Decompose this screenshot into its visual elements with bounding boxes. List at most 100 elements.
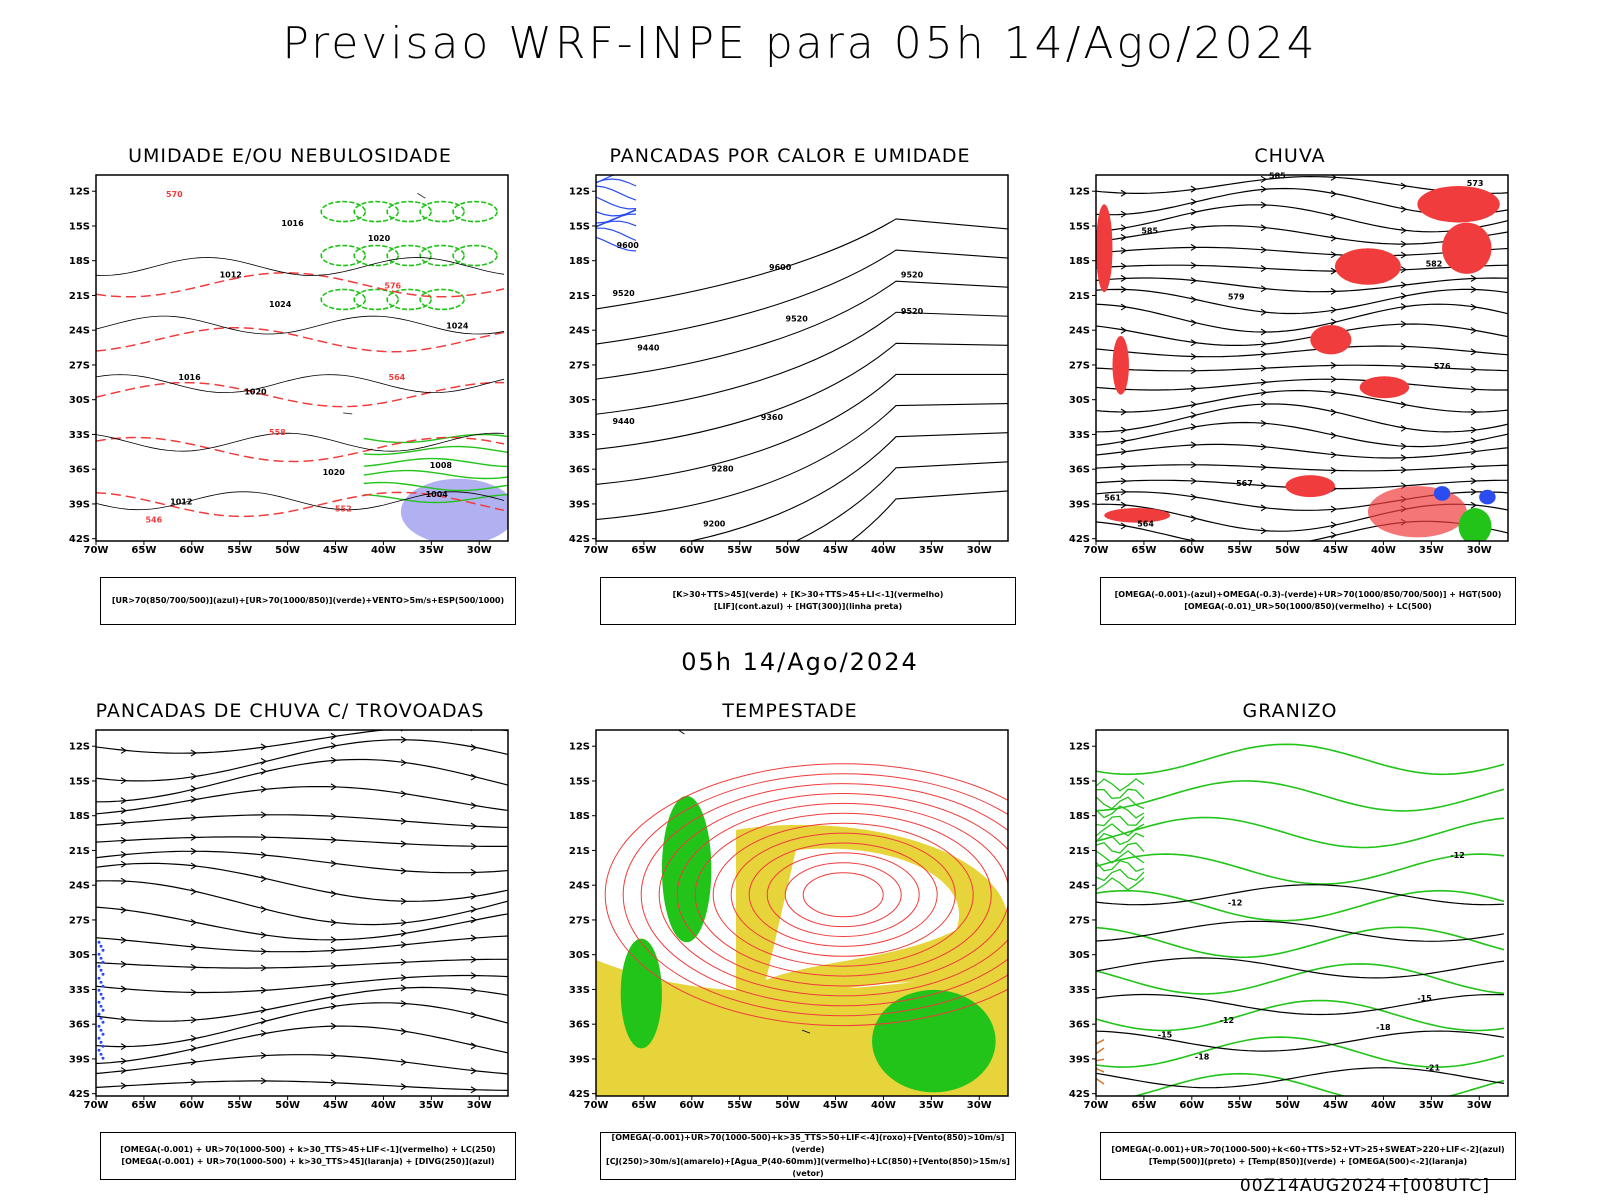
border-line [1329, 175, 1331, 176]
arrowhead [120, 1043, 128, 1051]
thickness-contour-red [96, 272, 505, 298]
pressure-isobar [96, 491, 505, 511]
arrowhead [1400, 454, 1408, 462]
arrowhead [1120, 463, 1128, 470]
lon-tick-label: 65W [131, 1100, 156, 1111]
lat-tick-label: 27S [569, 915, 590, 926]
temp850-contour-green [1096, 805, 1145, 819]
lat-tick-label: 39S [1069, 1054, 1090, 1065]
arrowhead [1330, 432, 1338, 439]
arrowhead [1330, 375, 1338, 383]
arrowhead [1470, 286, 1478, 294]
legend-line: [CJ(250)>30m/s](amarelo)+[Agua_P(40-60mm… [606, 1157, 1010, 1178]
arrowhead [190, 833, 198, 841]
thickness-contour-red [96, 326, 505, 353]
arrowhead [400, 1000, 408, 1008]
legend-box: [OMEGA(-0.001)-(azul)+OMEGA(-0.3)-(verde… [1100, 577, 1516, 625]
streamline [96, 1025, 508, 1065]
contour-label: 1012 [170, 497, 192, 506]
divg-area-blue [97, 952, 101, 956]
arrowhead [190, 1034, 198, 1042]
divg-area-blue [97, 976, 101, 980]
arrowhead [1260, 185, 1268, 193]
omega-area-green [1458, 508, 1492, 541]
contour-label: 9600 [769, 263, 792, 272]
arrowhead [1190, 411, 1198, 419]
lon-tick-label: 45W [1323, 545, 1348, 556]
streamline [96, 836, 508, 847]
arrowhead [1120, 189, 1128, 197]
arrowhead [260, 743, 268, 751]
lon-tick-label: 65W [131, 545, 156, 556]
humidity-contour-green [353, 200, 399, 223]
streamline [96, 862, 508, 902]
border-line [682, 175, 684, 176]
arrowhead [330, 860, 338, 868]
streamline [1096, 288, 1508, 315]
wind850-area-green [872, 989, 996, 1093]
legend-line: [OMEGA(-0.001) + UR>70(1000-500) + k>30_… [120, 1145, 496, 1154]
coastline [430, 730, 432, 731]
lat-tick-label: 15S [1069, 221, 1090, 232]
arrowhead [1400, 182, 1408, 190]
temp850-contour-green [1096, 788, 1145, 800]
pressure-isobar [96, 432, 505, 452]
arrowhead [120, 819, 128, 827]
contour-label: 1024 [269, 300, 292, 309]
lat-tick-label: 39S [69, 1054, 90, 1065]
arrowhead [470, 773, 478, 781]
arrowhead [1330, 505, 1338, 513]
lat-tick-label: 30S [69, 950, 90, 961]
omega500-contour-orange [1096, 1077, 1105, 1085]
lon-tick-label: 45W [323, 545, 348, 556]
border-line [182, 730, 184, 731]
humidity-contour-green [363, 445, 508, 456]
rain-core-red [1367, 486, 1467, 538]
arrowhead [1190, 198, 1198, 206]
streamline [96, 786, 508, 815]
streamline-red [658, 793, 1008, 997]
contour-label: 9280 [711, 464, 734, 473]
humidity-contour-green [452, 200, 498, 223]
arrowhead [1470, 408, 1478, 416]
contour-label: 9520 [901, 307, 924, 316]
arrowhead [1190, 353, 1198, 361]
arrowhead [1400, 292, 1408, 300]
arrowhead [1400, 303, 1408, 310]
lon-tick-label: 45W [323, 1100, 348, 1111]
humidity-contour-green [386, 244, 432, 267]
border-line [1182, 175, 1184, 176]
divg-area-blue [97, 1024, 101, 1028]
arrowhead [1400, 281, 1408, 289]
lat-tick-label: 33S [569, 430, 590, 441]
arrowhead [470, 868, 478, 876]
arrowhead [400, 1058, 408, 1066]
streamline-red [676, 802, 1008, 987]
legend-line: [LIF](cont.azul) + [HGT(300)](linha pret… [713, 602, 903, 611]
arrowhead [1190, 423, 1198, 431]
streamline [1096, 303, 1508, 333]
arrowhead [1400, 342, 1408, 350]
lon-tick-label: 45W [823, 545, 848, 556]
arrowhead [1470, 426, 1478, 434]
contour-label: -15 [1417, 994, 1432, 1003]
legend-line: [OMEGA(-0.001)-(azul)+OMEGA(-0.3)-(verde… [1114, 590, 1502, 599]
contour-label: 564 [389, 373, 406, 382]
arrowhead [1260, 224, 1268, 232]
lat-tick-label: 42S [1069, 534, 1090, 545]
lif-contour-blue [596, 220, 637, 227]
hgt300-contour [596, 311, 1008, 415]
streamline [1096, 403, 1508, 433]
streamline [96, 880, 508, 926]
arrowhead [260, 851, 268, 859]
divg-area-blue [97, 1000, 101, 1004]
contour-label: 564 [1137, 519, 1154, 528]
contour-label: -18 [1195, 1052, 1210, 1061]
temp500-contour-black [1096, 920, 1505, 942]
lat-tick-label: 33S [569, 985, 590, 996]
divg-area-blue [97, 1036, 101, 1040]
lat-tick-label: 12S [1069, 742, 1090, 753]
arrowhead [330, 962, 338, 970]
